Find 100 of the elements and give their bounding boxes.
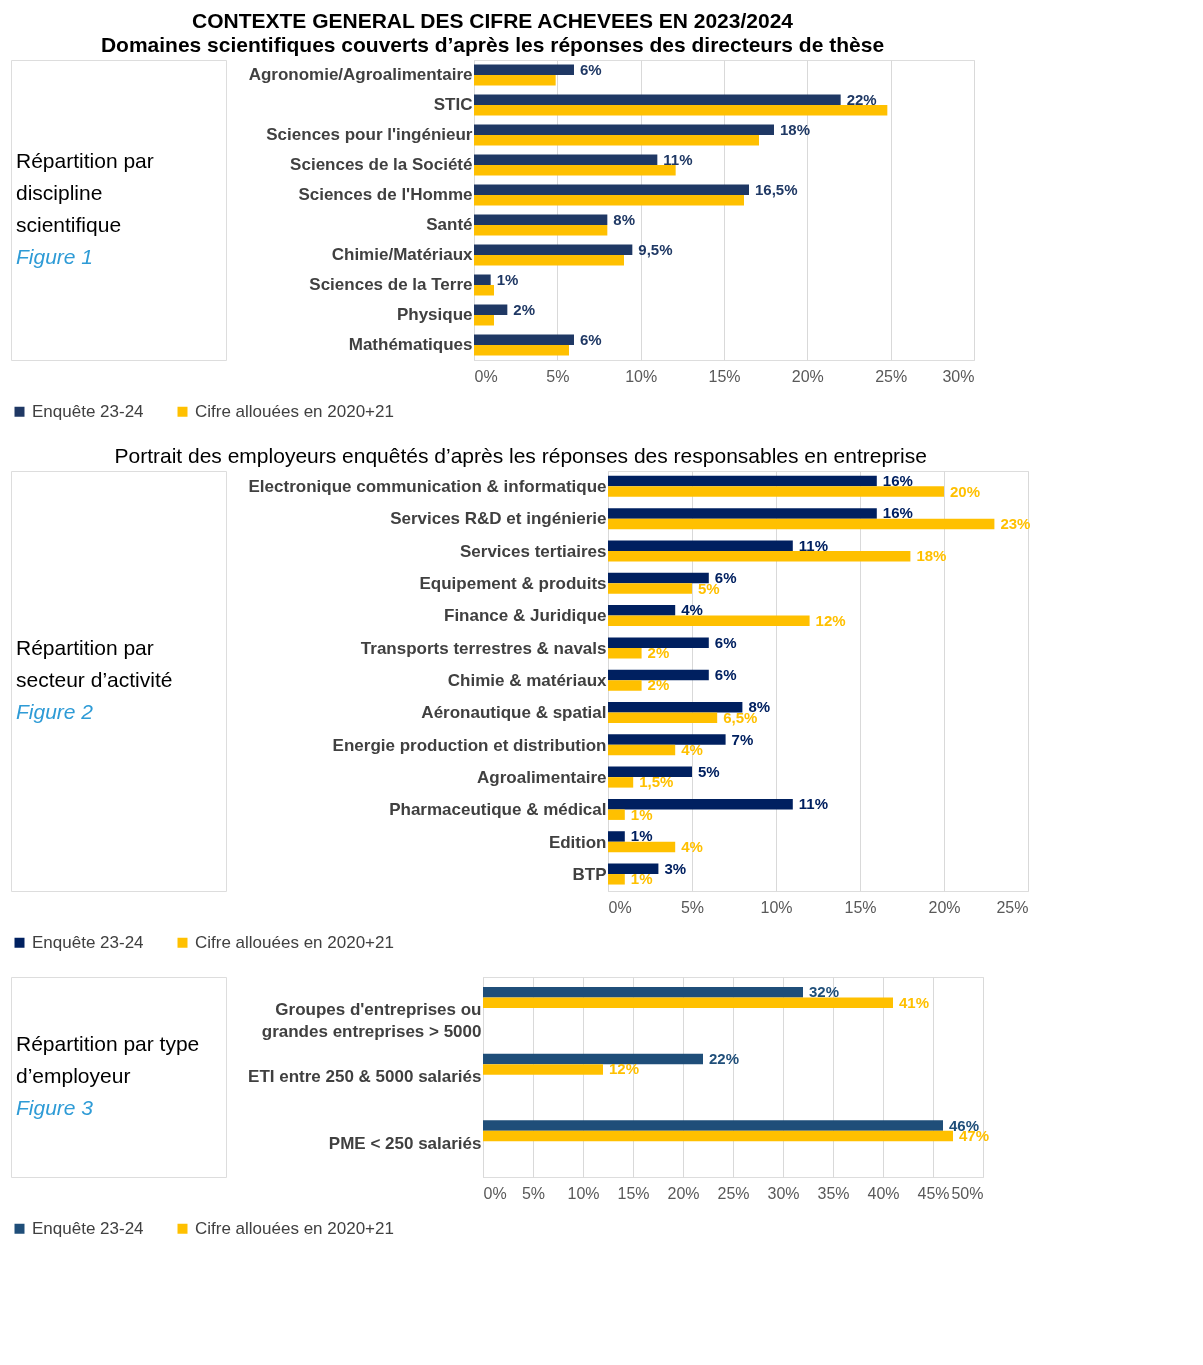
x-tick-label: 20%: [928, 898, 961, 916]
bar: [483, 1130, 953, 1142]
data-label: 6%: [580, 330, 602, 348]
data-label: 7%: [731, 730, 754, 748]
x-tick-label: 10%: [760, 898, 793, 916]
y-tick-label: Chimie/Matériaux: [331, 245, 474, 264]
data-label: 11%: [663, 150, 693, 168]
y-tick-label: Electronique communication & informatique: [248, 477, 607, 497]
y-tick-label: ETI entre 250 & 5000 salariés: [248, 1067, 482, 1086]
chart-title: Portrait des employeurs enquêtés d’après les réponses des responsables en entreprise: [114, 443, 927, 467]
data-label: 12%: [609, 1060, 640, 1078]
legend-label: Cifre allouées en 2020+21: [195, 932, 394, 952]
y-tick-label: Energie production et distribution: [332, 735, 607, 755]
legend-label: Cifre allouées en 2020+21: [195, 401, 394, 421]
data-label: 1%: [496, 270, 519, 288]
y-tick-label: PME < 250 salariés: [328, 1133, 482, 1153]
data-label: 9,5%: [638, 240, 673, 258]
y-tick-label: Sciences de l'Homme: [298, 185, 473, 204]
data-label: 18%: [916, 547, 947, 565]
y-tick-label: Sciences pour l'ingénieur: [266, 125, 473, 144]
text: Répartition par discipline scientifique: [16, 149, 154, 236]
data-label: 16,5%: [755, 180, 798, 198]
x-tick-label: 5%: [521, 1184, 546, 1202]
x-tick-label: 25%: [996, 898, 1029, 916]
bar: [483, 997, 893, 1008]
data-label: 2%: [647, 644, 670, 662]
data-label: 8%: [613, 210, 636, 228]
legend-label: Enquête 23-24: [32, 1218, 144, 1238]
data-label: 2%: [647, 676, 670, 694]
data-label: 11%: [798, 795, 828, 813]
y-tick-label: Edition: [548, 832, 607, 852]
chart-title: CONTEXTE GENERAL DES CIFRE ACHEVEES EN 2023/2024: [191, 8, 794, 32]
data-label: 4%: [681, 837, 703, 855]
x-tick-label: 25%: [717, 1184, 750, 1202]
data-label: 2%: [513, 300, 536, 318]
legend-label: Enquête 23-24: [32, 401, 144, 421]
x-tick-label: 50%: [951, 1184, 984, 1202]
x-tick-label: 15%: [708, 367, 741, 385]
y-tick-label: Finance & Juridique: [444, 606, 607, 626]
y-tick-label: Sciences de la Société: [290, 155, 473, 174]
y-tick-label: Agroalimentaire: [477, 767, 607, 787]
text: Répartition par type d’employeur: [16, 1032, 200, 1087]
legend-label: Cifre allouées en 2020+21: [195, 1218, 394, 1238]
x-tick-label: 10%: [567, 1184, 600, 1202]
bar: [483, 1053, 703, 1065]
caption: Figure 2: [16, 700, 94, 723]
data-label: 20%: [950, 482, 981, 500]
x-tick-label: 0%: [474, 367, 498, 385]
data-label: 1%: [630, 805, 653, 823]
data-label: 6%: [714, 633, 737, 651]
x-tick-label: 20%: [791, 367, 824, 385]
x-tick-label: 15%: [617, 1184, 650, 1202]
data-label: 6%: [714, 665, 737, 683]
x-tick-label: 0%: [608, 898, 632, 916]
data-label: 6%: [580, 60, 602, 78]
data-label: 1%: [630, 827, 653, 845]
caption: Figure 1: [16, 245, 94, 268]
bar: [483, 987, 803, 998]
data-label: 16%: [882, 472, 913, 490]
y-tick-label: Services tertiaires: [460, 541, 607, 561]
y-tick-label: BTP: [572, 864, 607, 884]
legend-label: Enquête 23-24: [32, 932, 144, 952]
chart-subtitle: Domaines scientifiques couverts d’après les réponses des directeurs de thèse: [100, 32, 885, 56]
data-label: 3%: [664, 859, 687, 877]
data-label: 16%: [882, 504, 913, 522]
x-tick-label: 15%: [844, 898, 877, 916]
data-label: 4%: [681, 741, 703, 759]
y-tick-label: Equipement & produits: [419, 574, 607, 594]
y-tick-label: Services R&D et ingénierie: [390, 509, 607, 529]
x-tick-label: 0%: [483, 1184, 507, 1202]
caption: Figure 3: [16, 1096, 94, 1119]
y-tick-label: Agronomie/Agroalimentaire: [248, 65, 473, 84]
x-tick-label: 30%: [767, 1184, 800, 1202]
data-label: 1,5%: [639, 773, 674, 791]
x-tick-label: 45%: [917, 1184, 950, 1202]
data-label: 22%: [846, 90, 877, 108]
x-tick-label: 30%: [942, 367, 975, 385]
data-label: 22%: [709, 1049, 740, 1067]
data-label: 12%: [815, 611, 846, 629]
bar: [483, 1064, 603, 1075]
bar: [483, 1120, 943, 1131]
x-tick-label: 5%: [546, 367, 570, 385]
data-label: 41%: [899, 993, 930, 1011]
x-tick-label: 20%: [667, 1184, 700, 1202]
data-label: 18%: [780, 120, 811, 138]
data-label: 1%: [630, 870, 653, 888]
y-tick-label: Mathématiques: [348, 335, 473, 354]
data-label: 4%: [681, 601, 703, 619]
y-tick-label: Pharmaceutique & médical: [389, 800, 607, 820]
data-label: 23%: [1000, 514, 1031, 532]
y-tick-label: Santé: [426, 215, 473, 234]
data-label: 32%: [809, 983, 840, 1001]
y-tick-label: Groupes d'entreprises ou grandes entreprises > 5000: [261, 1000, 482, 1042]
y-tick-label: Physique: [396, 305, 473, 324]
x-tick-label: 25%: [875, 367, 908, 385]
text: Répartition par secteur d’activité: [16, 636, 173, 691]
y-tick-label: Chimie & matériaux: [447, 671, 608, 690]
x-tick-label: 40%: [867, 1184, 900, 1202]
data-label: 11%: [798, 536, 828, 554]
x-tick-label: 10%: [625, 367, 658, 385]
